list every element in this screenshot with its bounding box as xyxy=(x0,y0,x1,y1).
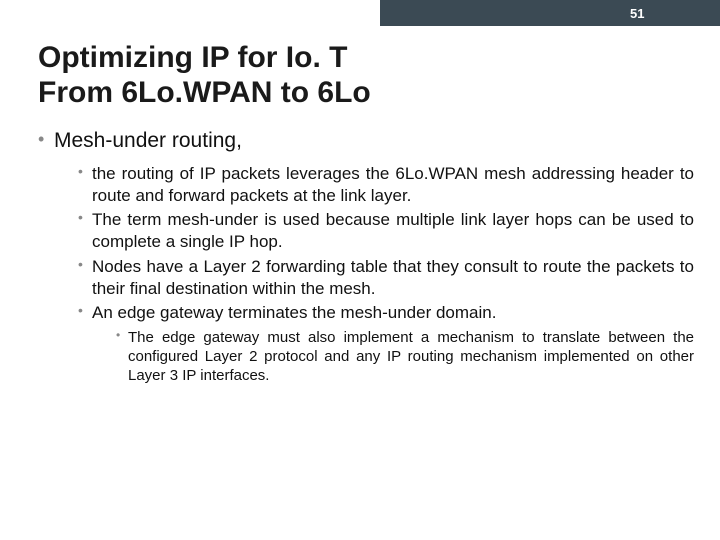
list-item: Nodes have a Layer 2 forwarding table th… xyxy=(78,256,694,300)
slide-number: 51 xyxy=(630,6,644,21)
list-item: the routing of IP packets leverages the … xyxy=(78,163,694,207)
list-item: An edge gateway terminates the mesh-unde… xyxy=(78,302,694,385)
title-line-2: From 6Lo.WPAN to 6Lo xyxy=(38,76,371,109)
bullet-text: An edge gateway terminates the mesh-unde… xyxy=(92,303,496,322)
header-bar: 51 xyxy=(380,0,720,26)
bullet-text: the routing of IP packets leverages the … xyxy=(92,164,694,205)
list-item: Mesh-under routing, the routing of IP pa… xyxy=(38,129,694,386)
bullet-list-level2: the routing of IP packets leverages the … xyxy=(54,163,694,386)
bullet-text: Nodes have a Layer 2 forwarding table th… xyxy=(92,257,694,298)
list-item: The term mesh-under is used because mult… xyxy=(78,209,694,253)
slide-content: Optimizing IP for Io. T From 6Lo.WPAN to… xyxy=(38,40,694,396)
bullet-text: The edge gateway must also implement a m… xyxy=(128,329,694,384)
bullet-text: Mesh-under routing, xyxy=(54,129,242,152)
bullet-list-level1: Mesh-under routing, the routing of IP pa… xyxy=(38,129,694,386)
title-line-1: Optimizing IP for Io. T xyxy=(38,41,347,74)
slide-title: Optimizing IP for Io. T From 6Lo.WPAN to… xyxy=(38,40,694,111)
bullet-list-level3: The edge gateway must also implement a m… xyxy=(92,328,694,386)
list-item: The edge gateway must also implement a m… xyxy=(116,328,694,386)
bullet-text: The term mesh-under is used because mult… xyxy=(92,210,694,251)
